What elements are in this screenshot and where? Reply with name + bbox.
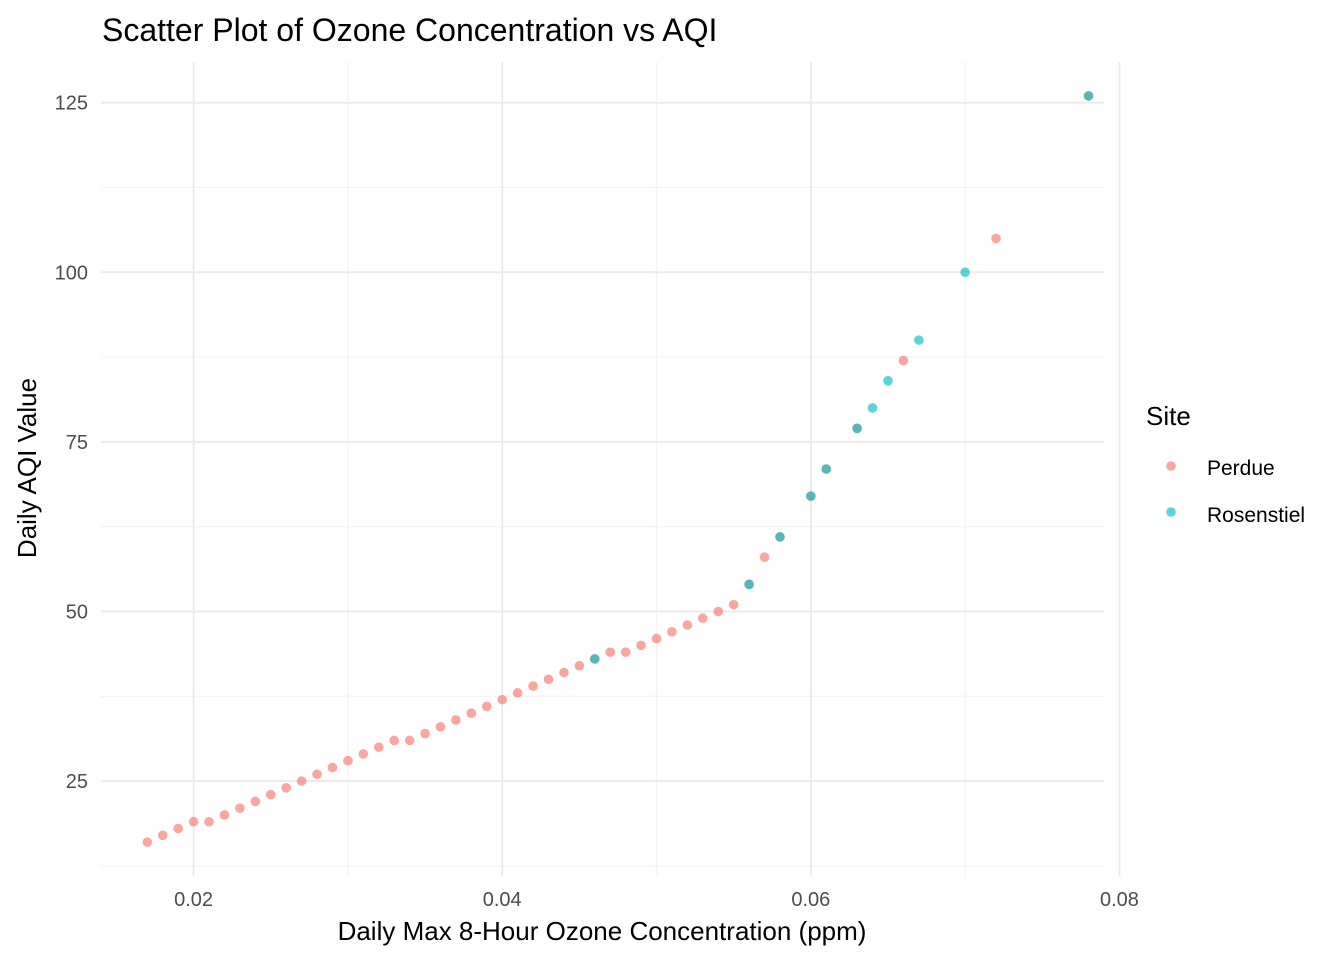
- data-point-perdue: [404, 735, 415, 746]
- data-point-perdue: [759, 552, 770, 562]
- data-point-rosenstiel: [960, 267, 970, 278]
- x-tick-label: 0.06: [791, 889, 830, 911]
- data-point-perdue: [667, 627, 677, 637]
- data-point-perdue: [327, 762, 338, 773]
- minor-gridlines: [101, 62, 1104, 876]
- data-point-perdue: [265, 789, 276, 800]
- legend-entry-rosenstiel: Rosenstiel: [1166, 504, 1305, 527]
- data-point-rosenstiel: [821, 464, 832, 474]
- chart-title: Scatter Plot of Ozone Concentration vs A…: [102, 12, 717, 48]
- x-tick-label: 0.08: [1100, 889, 1139, 911]
- data-point-perdue: [296, 776, 307, 786]
- data-point-rosenstiel: [1083, 91, 1094, 101]
- legend-key-perdue: [1166, 461, 1176, 471]
- y-tick-label: 75: [66, 432, 88, 454]
- legend-label-perdue: Perdue: [1207, 457, 1275, 480]
- data-point-perdue: [713, 606, 724, 617]
- data-point-perdue: [528, 681, 538, 691]
- y-axis-title: Daily AQI Value: [12, 378, 42, 558]
- legend-key-rosenstiel: [1166, 507, 1176, 517]
- data-point-rosenstiel: [852, 423, 862, 434]
- data-point-perdue: [543, 674, 554, 685]
- data-point-perdue: [204, 816, 214, 827]
- x-axis-title: Daily Max 8-Hour Ozone Concentration (pp…: [338, 916, 867, 946]
- data-point-perdue: [898, 355, 909, 366]
- legend-label-rosenstiel: Rosenstiel: [1207, 504, 1305, 527]
- data-points: [142, 91, 1094, 847]
- y-tick-label: 25: [66, 771, 88, 793]
- data-point-perdue: [636, 640, 646, 651]
- y-tick-label: 100: [55, 262, 88, 284]
- data-point-rosenstiel: [589, 654, 600, 664]
- y-tick-label: 125: [55, 93, 88, 115]
- data-point-rosenstiel: [867, 403, 878, 413]
- data-point-perdue: [420, 728, 430, 739]
- data-point-perdue: [497, 694, 508, 705]
- data-point-rosenstiel: [914, 335, 924, 345]
- data-point-perdue: [728, 599, 739, 610]
- y-axis-ticks: 25 50 75 100 125: [55, 93, 88, 793]
- y-tick-label: 50: [66, 601, 88, 623]
- data-point-perdue: [605, 647, 616, 657]
- data-point-perdue: [451, 715, 461, 725]
- data-point-rosenstiel: [806, 491, 816, 501]
- data-point-perdue: [698, 613, 708, 624]
- data-point-perdue: [142, 837, 153, 847]
- data-point-perdue: [682, 620, 693, 630]
- data-point-perdue: [343, 755, 353, 766]
- data-point-perdue: [466, 708, 477, 718]
- data-point-perdue: [574, 660, 585, 671]
- data-point-perdue: [991, 233, 1001, 244]
- legend-title: Site: [1146, 401, 1191, 431]
- data-point-perdue: [235, 803, 245, 813]
- data-point-perdue: [481, 701, 492, 712]
- data-point-perdue: [373, 742, 384, 752]
- data-point-perdue: [157, 830, 168, 841]
- data-point-perdue: [358, 749, 369, 759]
- data-point-perdue: [219, 810, 230, 820]
- data-point-perdue: [651, 633, 662, 644]
- data-point-perdue: [173, 823, 183, 834]
- legend-entry-perdue: Perdue: [1166, 457, 1275, 480]
- major-gridlines: [101, 62, 1121, 876]
- data-point-perdue: [620, 647, 631, 657]
- data-point-perdue: [188, 816, 199, 827]
- data-point-perdue: [512, 688, 523, 698]
- data-point-perdue: [389, 735, 399, 746]
- legend: Site Perdue Rosenstiel: [1146, 401, 1305, 527]
- data-point-perdue: [250, 796, 261, 807]
- data-point-perdue: [312, 769, 322, 780]
- x-axis-ticks: 0.02 0.04 0.06 0.08: [174, 889, 1139, 911]
- data-point-rosenstiel: [883, 376, 893, 386]
- data-point-perdue: [435, 721, 446, 732]
- x-tick-label: 0.02: [174, 889, 213, 911]
- data-point-rosenstiel: [775, 532, 785, 542]
- data-point-rosenstiel: [744, 579, 754, 590]
- data-point-perdue: [559, 667, 569, 678]
- data-point-perdue: [281, 783, 291, 793]
- x-tick-label: 0.04: [483, 889, 522, 911]
